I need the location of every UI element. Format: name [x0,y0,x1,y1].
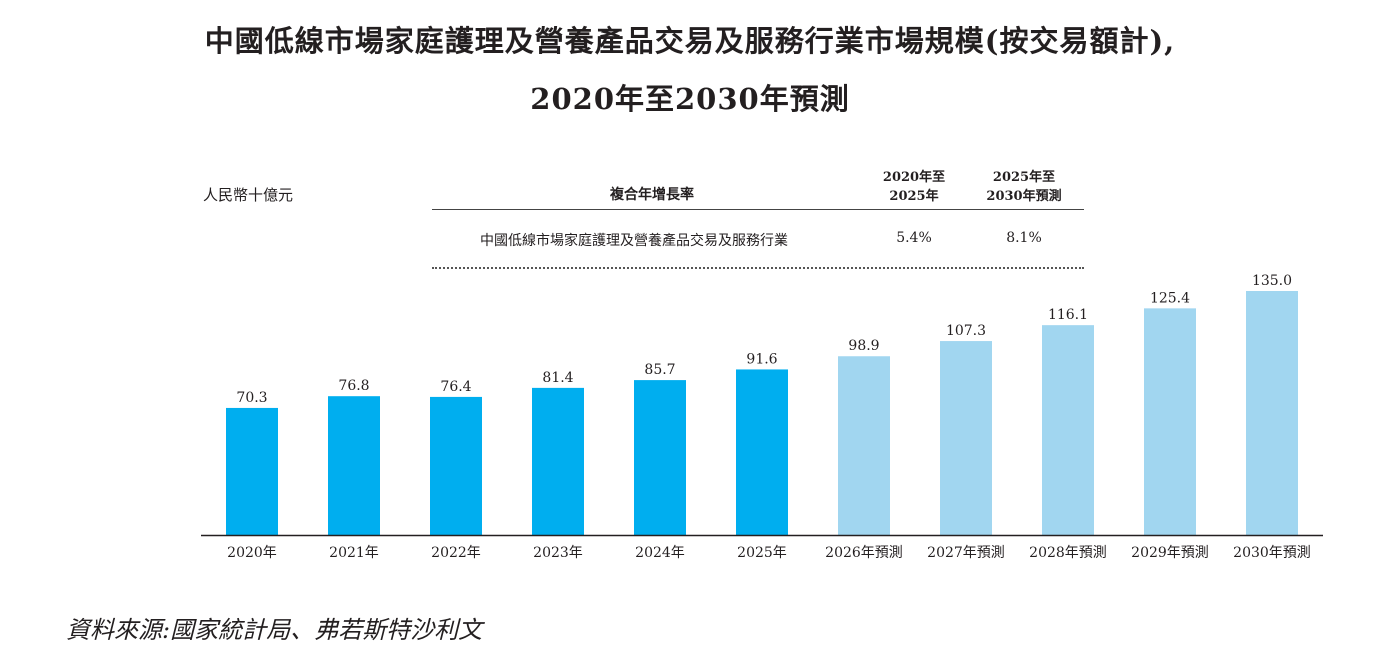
bar-8 [1042,325,1094,535]
bar-1 [328,396,380,535]
x-tick-label-8: 2028年預測 [1029,545,1107,561]
chart-title-line2: 2020年至2030年預測 [530,82,850,116]
value-label-7: 107.3 [946,323,986,339]
cagr-value-2025-2030: 8.1% [1006,230,1042,246]
value-label-3: 81.4 [542,370,573,386]
value-label-8: 116.1 [1048,307,1088,323]
value-label-0: 70.3 [236,390,267,406]
value-label-6: 98.9 [848,338,879,354]
bar-7 [940,341,992,535]
x-tick-label-4: 2024年 [635,545,685,561]
bar-2 [430,396,482,535]
cagr-col1-header-line2: 2025年 [889,189,939,204]
value-label-5: 91.6 [746,351,777,367]
x-tick-label-3: 2023年 [533,545,583,561]
x-tick-label-0: 2020年 [227,545,277,561]
cagr-table-header: 複合年增長率 [610,187,694,203]
x-tick-label-6: 2026年預測 [825,545,903,561]
cagr-table-bottom-rule [432,267,1084,269]
value-label-2: 76.4 [440,379,471,395]
x-tick-label-1: 2021年 [329,545,379,561]
cagr-col2-header-line2: 2030年預測 [986,189,1062,204]
x-tick-label-9: 2029年預測 [1131,545,1209,561]
cagr-row-label: 中國低線市場家庭護理及營養產品交易及服務行業 [480,233,788,249]
x-tick-label-10: 2030年預測 [1233,545,1311,561]
value-label-10: 135.0 [1252,273,1292,289]
value-label-4: 85.7 [644,362,675,378]
x-tick-label-2: 2022年 [431,545,481,561]
cagr-col2-header-line1: 2025年至 [992,170,1056,185]
y-unit-label: 人民幣十億元 [203,186,294,204]
cagr-value-2020-2025: 5.4% [896,230,932,246]
source-note: 資料來源:國家統計局、弗若斯特沙利文 [66,616,483,644]
value-label-1: 76.8 [338,378,369,394]
bar-0 [226,407,278,535]
bar-3 [532,387,584,535]
cagr-col1-header: 2020年至 2025年 [859,168,969,206]
bar-6 [838,356,890,535]
cagr-col1-header-line1: 2020年至 [882,170,946,185]
bar-4 [634,380,686,535]
bar-5 [736,369,788,535]
value-label-9: 125.4 [1150,290,1190,306]
bar-9 [1144,308,1196,535]
cagr-col2-header: 2025年至 2030年預測 [969,168,1079,206]
x-tick-label-5: 2025年 [737,545,787,561]
x-tick-label-7: 2027年預測 [927,545,1005,561]
chart-title-line1: 中國低線市場家庭護理及營養產品交易及服務行業市場規模(按交易額計), [204,24,1176,58]
cagr-table-top-rule [432,209,1084,210]
bar-10 [1246,291,1298,535]
